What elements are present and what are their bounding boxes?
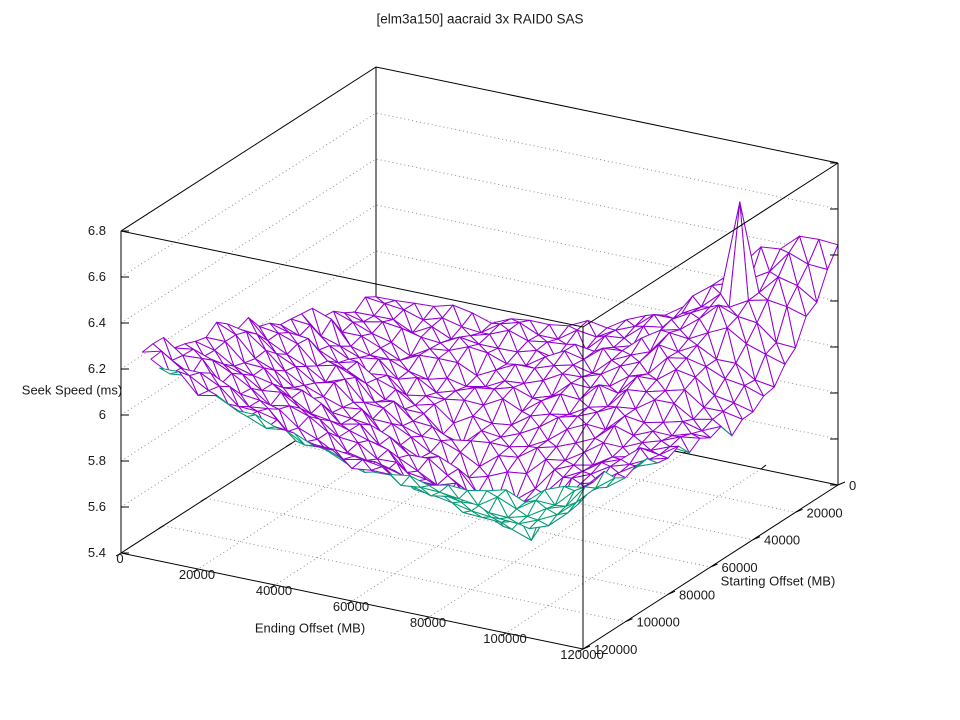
- x-axis-label: Ending Offset (MB): [254, 620, 366, 636]
- z-tick-label: 6.8: [88, 223, 106, 238]
- x-tick-label: 80000: [410, 615, 446, 630]
- x-tick-label: 100000: [483, 631, 526, 646]
- y-tick-label: 80000: [679, 587, 715, 602]
- x-tick-label: 120000: [560, 647, 603, 662]
- y-tick-label: 60000: [722, 560, 758, 575]
- z-tick-label: 5.4: [88, 545, 106, 560]
- y-tick-label: 100000: [637, 615, 680, 630]
- x-tick-label: 20000: [179, 567, 215, 582]
- y-tick-label: 40000: [764, 533, 800, 548]
- x-tick-label: 40000: [256, 583, 292, 598]
- base-gridlines: [163, 404, 796, 634]
- chart-title: [elm3a150] aacraid 3x RAID0 SAS: [376, 11, 584, 27]
- z-tick-label: 5.6: [88, 499, 106, 514]
- y-tick-label: 20000: [807, 505, 843, 520]
- y-tick-label: 120000: [594, 642, 637, 657]
- z-tick-label: 6.2: [88, 361, 106, 376]
- z-tick-label: 5.8: [88, 453, 106, 468]
- z-axis-label: Seek Speed (ms): [21, 382, 123, 398]
- x-tick-label: 60000: [333, 599, 369, 614]
- surface-mesh: [141, 201, 839, 541]
- z-tick-label: 6.4: [88, 315, 106, 330]
- z-tick-label: 6.6: [88, 269, 106, 284]
- x-tick-label: 0: [116, 551, 123, 566]
- z-tick-label: 6: [99, 407, 106, 422]
- axis-ticks-and-labels: 5.4 5.6 5.8 6 6.2 6.4 6.6 6.8 0 20000 40000 60000 80…: [88, 162, 856, 662]
- y-tick-label: 0: [849, 478, 856, 493]
- y-axis-label: Starting Offset (MB): [720, 573, 836, 589]
